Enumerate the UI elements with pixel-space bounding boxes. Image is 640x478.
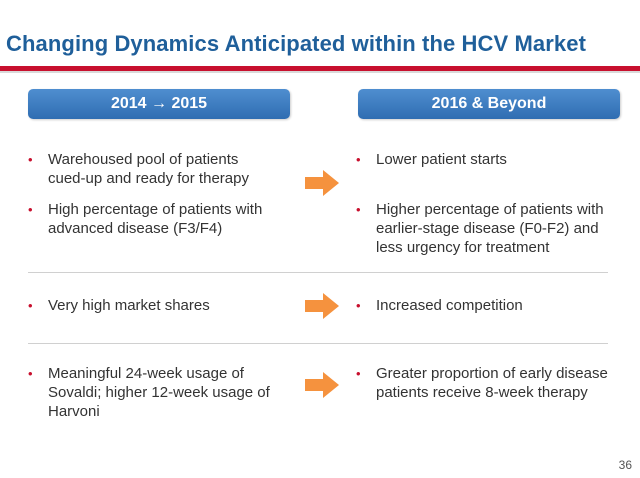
bullet-dot: • xyxy=(356,298,361,313)
header-2014-2015: 2014 → 2015 xyxy=(28,89,290,119)
bullet-left-3: • Very high market shares xyxy=(28,296,288,315)
bullet-text: Higher percentage of patients with earli… xyxy=(376,201,604,256)
bullet-text: Meaningful 24-week usage of Sovaldi; hig… xyxy=(48,365,270,420)
bullet-dot: • xyxy=(356,366,361,381)
row-divider xyxy=(28,343,608,344)
bullet-text: Greater proportion of early disease pati… xyxy=(376,365,608,401)
bullet-left-1: • Warehoused pool of patients cued-up an… xyxy=(28,150,278,188)
bullet-right-4: • Greater proportion of early disease pa… xyxy=(356,364,616,402)
row-divider xyxy=(28,272,608,273)
page-number: 36 xyxy=(618,458,632,472)
bullet-left-4: • Meaningful 24-week usage of Sovaldi; h… xyxy=(28,364,290,421)
bullet-right-3: • Increased competition xyxy=(356,296,621,315)
slide-title: Changing Dynamics Anticipated within the… xyxy=(6,31,587,56)
bullet-dot: • xyxy=(356,202,361,217)
bullet-right-1: • Lower patient starts xyxy=(356,150,621,169)
bullet-dot: • xyxy=(28,366,33,381)
arrow-right-icon xyxy=(305,293,339,319)
arrow-right-icon xyxy=(305,170,339,196)
bullet-dot: • xyxy=(356,152,361,167)
bullet-text: Very high market shares xyxy=(48,297,210,314)
title-underline xyxy=(0,66,640,71)
arrow-right-icon xyxy=(305,372,339,398)
bullet-dot: • xyxy=(28,152,33,167)
bullet-text: High percentage of patients with advance… xyxy=(48,201,263,237)
bullet-text: Warehoused pool of patients cued-up and … xyxy=(48,151,249,187)
title-underline-shadow xyxy=(0,71,640,73)
bullet-dot: • xyxy=(28,298,33,313)
bullet-text: Lower patient starts xyxy=(376,151,507,168)
bullet-right-2: • Higher percentage of patients with ear… xyxy=(356,200,628,257)
bullet-dot: • xyxy=(28,202,33,217)
bullet-text: Increased competition xyxy=(376,297,523,314)
header-2016-beyond: 2016 & Beyond xyxy=(358,89,620,119)
bullet-left-2: • High percentage of patients with advan… xyxy=(28,200,293,238)
